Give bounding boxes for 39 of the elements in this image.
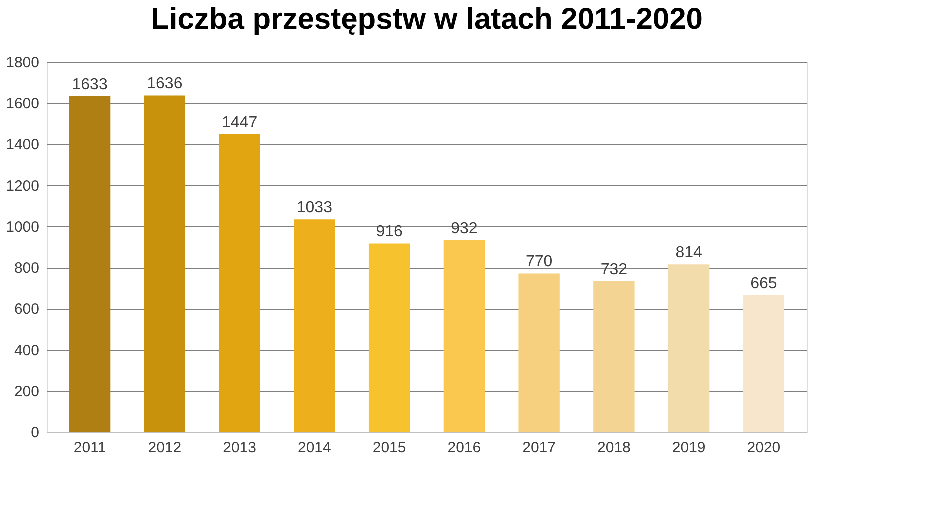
y-tick-label: 1800 xyxy=(6,54,40,72)
bar xyxy=(444,240,486,432)
x-tick-label: 2019 xyxy=(672,440,706,456)
x-tick-label: 2015 xyxy=(372,440,406,456)
y-tick-label: 800 xyxy=(14,260,40,278)
data-label: 665 xyxy=(750,275,778,292)
bar xyxy=(743,295,785,432)
y-tick-label: 0 xyxy=(31,424,40,442)
bar xyxy=(368,244,410,432)
x-tick-label: 2018 xyxy=(598,440,631,456)
data-label: 1033 xyxy=(296,200,333,217)
data-label: 770 xyxy=(526,254,553,271)
bar xyxy=(518,274,560,432)
y-tick-label: 1600 xyxy=(6,96,40,113)
y-tick-label: 600 xyxy=(14,301,40,318)
data-label: 814 xyxy=(676,244,703,262)
x-tick-label: 2011 xyxy=(74,440,106,456)
y-tick-label: 200 xyxy=(14,383,40,400)
data-label: 916 xyxy=(376,224,404,241)
bar xyxy=(594,282,635,432)
y-tick-label: 400 xyxy=(14,342,40,360)
bar xyxy=(69,96,111,432)
x-tick-label: 2016 xyxy=(448,440,482,456)
x-tick-label: 2017 xyxy=(522,440,556,456)
bar xyxy=(294,220,336,432)
y-tick-label: 1400 xyxy=(6,136,40,154)
x-tick-label: 2020 xyxy=(747,440,781,456)
chart-title: Liczba przestępstw w latach 2011-2020 xyxy=(151,3,703,36)
y-tick-label: 1200 xyxy=(6,178,40,195)
bar xyxy=(144,96,186,432)
data-label: 1633 xyxy=(72,76,108,94)
data-label: 1636 xyxy=(147,76,183,93)
bar xyxy=(668,264,710,432)
y-tick-label: 1000 xyxy=(6,218,40,236)
x-tick-label: 2014 xyxy=(298,440,332,456)
data-label: 1447 xyxy=(222,114,258,132)
x-tick-label: 2013 xyxy=(223,440,256,456)
x-tick-label: 2012 xyxy=(148,440,182,456)
bar xyxy=(219,134,260,432)
